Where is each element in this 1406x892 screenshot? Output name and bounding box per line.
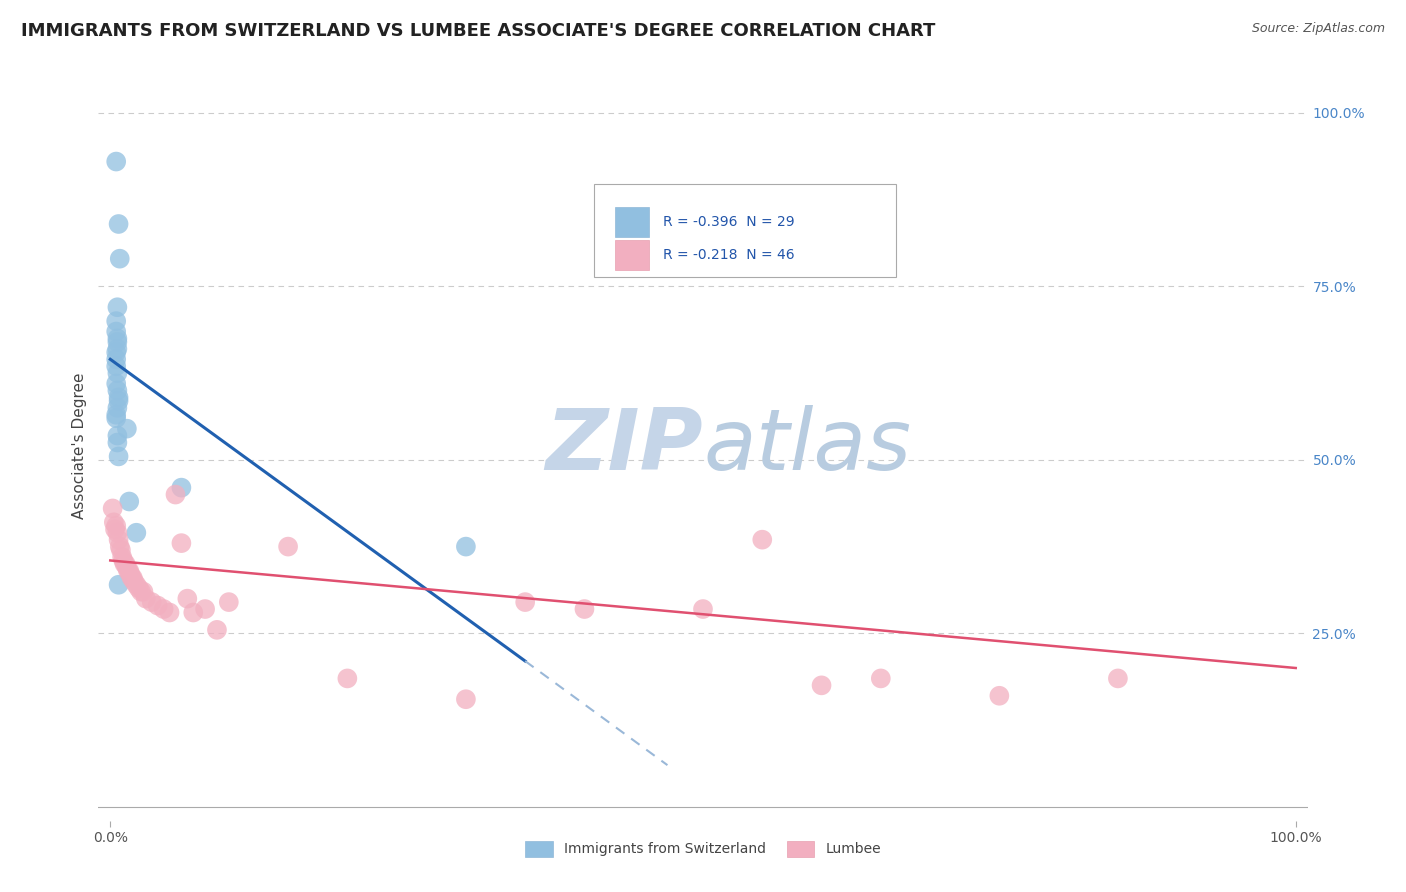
Point — [107, 391, 129, 405]
Point — [141, 595, 163, 609]
Point — [107, 217, 129, 231]
Point — [336, 672, 359, 686]
Legend: Immigrants from Switzerland, Lumbee: Immigrants from Switzerland, Lumbee — [519, 835, 887, 863]
Point — [194, 602, 217, 616]
Point — [107, 578, 129, 592]
Point — [120, 567, 142, 582]
FancyBboxPatch shape — [614, 240, 648, 269]
Point — [152, 602, 174, 616]
Point — [105, 435, 128, 450]
Point — [170, 481, 193, 495]
Y-axis label: Associate's Degree: Associate's Degree — [72, 373, 87, 519]
Text: R = -0.218  N = 46: R = -0.218 N = 46 — [664, 248, 794, 261]
Point — [165, 487, 187, 501]
Point — [869, 672, 891, 686]
Text: ZIP: ZIP — [546, 404, 703, 488]
Point — [454, 692, 477, 706]
FancyBboxPatch shape — [595, 184, 897, 277]
Point — [1107, 672, 1129, 686]
Point — [114, 557, 136, 571]
Point — [105, 352, 128, 367]
Point — [121, 571, 143, 585]
Point — [107, 533, 129, 547]
FancyBboxPatch shape — [614, 207, 648, 237]
Point — [128, 581, 150, 595]
Point — [125, 525, 148, 540]
Text: IMMIGRANTS FROM SWITZERLAND VS LUMBEE ASSOCIATE'S DEGREE CORRELATION CHART: IMMIGRANTS FROM SWITZERLAND VS LUMBEE AS… — [21, 22, 935, 40]
Point — [121, 571, 143, 585]
Point — [105, 359, 128, 374]
Point — [515, 595, 537, 609]
Point — [146, 599, 169, 613]
Point — [105, 345, 128, 359]
Point — [135, 591, 157, 606]
Point — [176, 591, 198, 606]
Text: R = -0.396  N = 29: R = -0.396 N = 29 — [664, 215, 794, 229]
Point — [205, 623, 228, 637]
Point — [104, 522, 127, 536]
Point — [159, 606, 181, 620]
Point — [122, 574, 145, 589]
Point — [170, 536, 193, 550]
Point — [988, 689, 1011, 703]
Point — [129, 584, 152, 599]
Point — [115, 422, 138, 436]
Point — [117, 564, 139, 578]
Point — [115, 560, 138, 574]
Point — [112, 553, 135, 567]
Point — [454, 540, 477, 554]
Point — [103, 516, 125, 530]
Point — [132, 584, 155, 599]
Point — [181, 606, 204, 620]
Point — [105, 366, 128, 380]
Point — [105, 384, 128, 398]
Point — [105, 408, 128, 422]
Point — [574, 602, 596, 616]
Point — [111, 549, 134, 564]
Point — [125, 578, 148, 592]
Point — [107, 450, 129, 464]
Point — [105, 518, 128, 533]
Point — [118, 494, 141, 508]
Point — [218, 595, 240, 609]
Point — [105, 401, 128, 415]
Point — [277, 540, 299, 554]
Text: Source: ZipAtlas.com: Source: ZipAtlas.com — [1251, 22, 1385, 36]
Point — [107, 393, 129, 408]
Point — [105, 525, 128, 540]
Point — [105, 331, 128, 345]
Point — [105, 411, 128, 425]
Point — [105, 428, 128, 442]
Point — [105, 342, 128, 356]
Point — [105, 325, 128, 339]
Point — [105, 334, 128, 349]
Point — [105, 314, 128, 328]
Point — [105, 376, 128, 391]
Text: atlas: atlas — [703, 404, 911, 488]
Point — [114, 557, 136, 571]
Point — [692, 602, 714, 616]
Point — [108, 540, 131, 554]
Point — [105, 300, 128, 314]
Point — [101, 501, 124, 516]
Point — [105, 154, 128, 169]
Point — [751, 533, 773, 547]
Point — [110, 543, 132, 558]
Point — [810, 678, 832, 692]
Point — [108, 252, 131, 266]
Point — [118, 564, 141, 578]
